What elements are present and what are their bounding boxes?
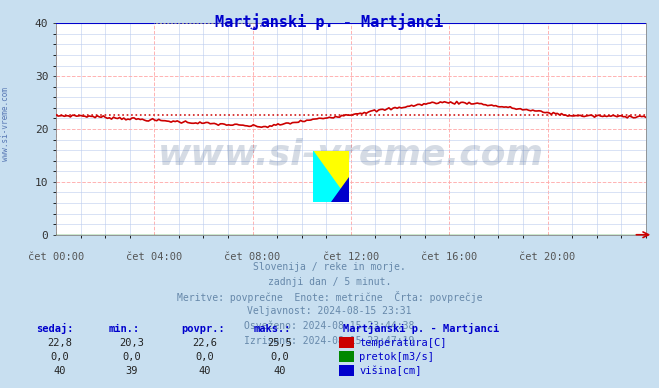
Text: 0,0: 0,0 bbox=[123, 352, 141, 362]
Text: čet 20:00: čet 20:00 bbox=[519, 252, 576, 262]
Text: 25,5: 25,5 bbox=[268, 338, 293, 348]
Polygon shape bbox=[331, 177, 349, 202]
Text: čet 04:00: čet 04:00 bbox=[126, 252, 183, 262]
Text: čet 08:00: čet 08:00 bbox=[225, 252, 281, 262]
Polygon shape bbox=[313, 151, 349, 202]
Text: pretok[m3/s]: pretok[m3/s] bbox=[359, 352, 434, 362]
Text: Izrisano: 2024-08-15 23:47:19: Izrisano: 2024-08-15 23:47:19 bbox=[244, 336, 415, 346]
Text: 40: 40 bbox=[53, 366, 65, 376]
Text: Slovenija / reke in morje.: Slovenija / reke in morje. bbox=[253, 262, 406, 272]
Text: čet 16:00: čet 16:00 bbox=[421, 252, 477, 262]
Text: višina[cm]: višina[cm] bbox=[359, 366, 422, 376]
Text: zadnji dan / 5 minut.: zadnji dan / 5 minut. bbox=[268, 277, 391, 287]
Text: www.si-vreme.com: www.si-vreme.com bbox=[1, 87, 10, 161]
Text: čet 00:00: čet 00:00 bbox=[28, 252, 84, 262]
Text: min.:: min.: bbox=[109, 324, 140, 334]
Text: maks.:: maks.: bbox=[254, 324, 291, 334]
Text: Martjanski p. - Martjanci: Martjanski p. - Martjanci bbox=[343, 323, 499, 334]
Text: Osveženo: 2024-08-15 23:44:38: Osveženo: 2024-08-15 23:44:38 bbox=[244, 321, 415, 331]
Text: 40: 40 bbox=[274, 366, 286, 376]
Text: www.si-vreme.com: www.si-vreme.com bbox=[158, 137, 544, 171]
Text: Veljavnost: 2024-08-15 23:31: Veljavnost: 2024-08-15 23:31 bbox=[247, 306, 412, 316]
Text: čet 12:00: čet 12:00 bbox=[323, 252, 379, 262]
Text: 22,6: 22,6 bbox=[192, 338, 217, 348]
Text: povpr.:: povpr.: bbox=[181, 324, 225, 334]
Polygon shape bbox=[313, 151, 349, 202]
Text: sedaj:: sedaj: bbox=[36, 323, 74, 334]
Text: Martjanski p. - Martjanci: Martjanski p. - Martjanci bbox=[215, 14, 444, 30]
Text: 22,8: 22,8 bbox=[47, 338, 72, 348]
Text: Meritve: povprečne  Enote: metrične  Črta: povprečje: Meritve: povprečne Enote: metrične Črta:… bbox=[177, 291, 482, 303]
Text: 40: 40 bbox=[198, 366, 210, 376]
Text: 0,0: 0,0 bbox=[271, 352, 289, 362]
Text: 0,0: 0,0 bbox=[195, 352, 214, 362]
Text: 0,0: 0,0 bbox=[50, 352, 69, 362]
Text: 20,3: 20,3 bbox=[119, 338, 144, 348]
Text: temperatura[C]: temperatura[C] bbox=[359, 338, 447, 348]
Text: 39: 39 bbox=[126, 366, 138, 376]
